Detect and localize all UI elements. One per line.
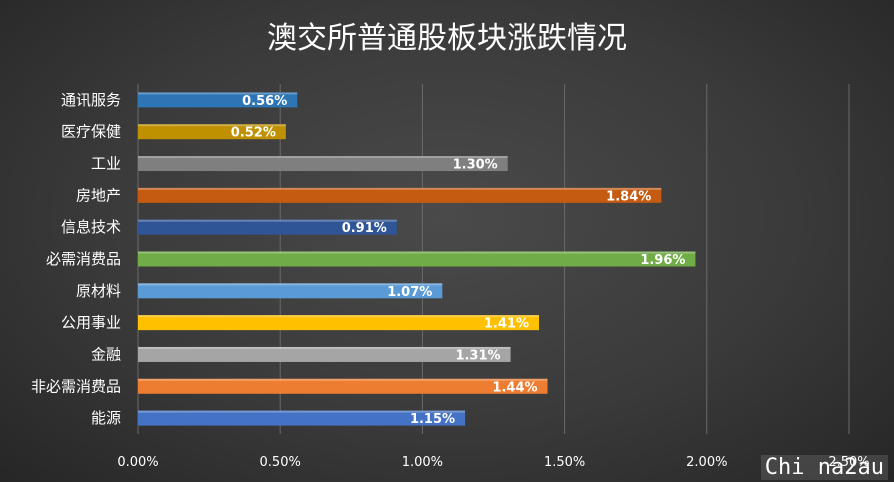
category-label-7: 公用事业 <box>61 314 121 332</box>
bar-highlight-5 <box>138 251 696 254</box>
x-tick-label-5: 2.50% <box>828 455 869 470</box>
data-label-5: 1.96% <box>640 253 685 268</box>
category-label-3: 房地产 <box>76 186 121 204</box>
bar-highlight-8 <box>138 346 511 349</box>
data-label-0: 0.56% <box>242 94 287 109</box>
x-tick-label-4: 2.00% <box>686 455 727 470</box>
data-label-9: 1.44% <box>492 380 537 395</box>
data-label-7: 1.41% <box>484 317 529 332</box>
bar-8 <box>138 346 511 362</box>
bar-3 <box>138 187 662 203</box>
bars: 0.56% 0.52% 1.30% 1.84% 0.91% 1.96% 1.07% 1.41%… <box>138 92 696 427</box>
bar-0 <box>138 92 298 108</box>
data-label-3: 1.84% <box>606 189 651 204</box>
category-label-5: 必需消费品 <box>46 250 121 268</box>
data-label-10: 1.15% <box>410 412 455 427</box>
data-label-6: 1.07% <box>387 285 432 300</box>
x-tick-label-0: 0.00% <box>117 455 158 470</box>
bar-5 <box>138 251 696 267</box>
category-label-1: 医疗保健 <box>61 123 121 141</box>
data-label-8: 1.31% <box>455 348 500 363</box>
bar-1 <box>138 124 286 140</box>
bar-highlight-10 <box>138 410 466 413</box>
data-label-4: 0.91% <box>342 221 387 236</box>
bar-9 <box>138 378 548 394</box>
x-tick-label-3: 1.50% <box>544 455 585 470</box>
bar-highlight-4 <box>138 219 397 222</box>
x-axis-tick-labels: 0.00% 0.50% 1.00% 1.50% 2.00% 2.50% <box>117 455 869 470</box>
category-label-9: 非必需消费品 <box>31 377 121 395</box>
bar-6 <box>138 283 443 299</box>
data-label-2: 1.30% <box>453 158 498 173</box>
x-tick-label-2: 1.00% <box>402 455 443 470</box>
bar-7 <box>138 315 540 331</box>
bar-10 <box>138 410 466 426</box>
category-label-4: 信息技术 <box>61 218 121 236</box>
bar-highlight-1 <box>138 124 286 127</box>
bar-2 <box>138 156 508 172</box>
chart-title: 澳交所普通股板块涨跌情况 <box>267 21 627 56</box>
bar-highlight-0 <box>138 92 298 95</box>
watermark-logo: Chi na2au <box>760 455 888 480</box>
category-label-2: 工业 <box>91 155 121 173</box>
bar-highlight-9 <box>138 378 548 381</box>
bar-highlight-7 <box>138 315 540 318</box>
category-label-0: 通讯服务 <box>61 91 121 109</box>
bar-4 <box>138 219 397 235</box>
data-label-1: 0.52% <box>231 126 276 141</box>
bar-highlight-3 <box>138 187 662 190</box>
bar-highlight-6 <box>138 283 443 286</box>
category-label-6: 原材料 <box>76 282 121 300</box>
bar-highlight-2 <box>138 156 508 159</box>
x-tick-label-1: 0.50% <box>260 455 301 470</box>
category-label-8: 金融 <box>91 345 121 363</box>
category-label-10: 能源 <box>91 409 121 427</box>
